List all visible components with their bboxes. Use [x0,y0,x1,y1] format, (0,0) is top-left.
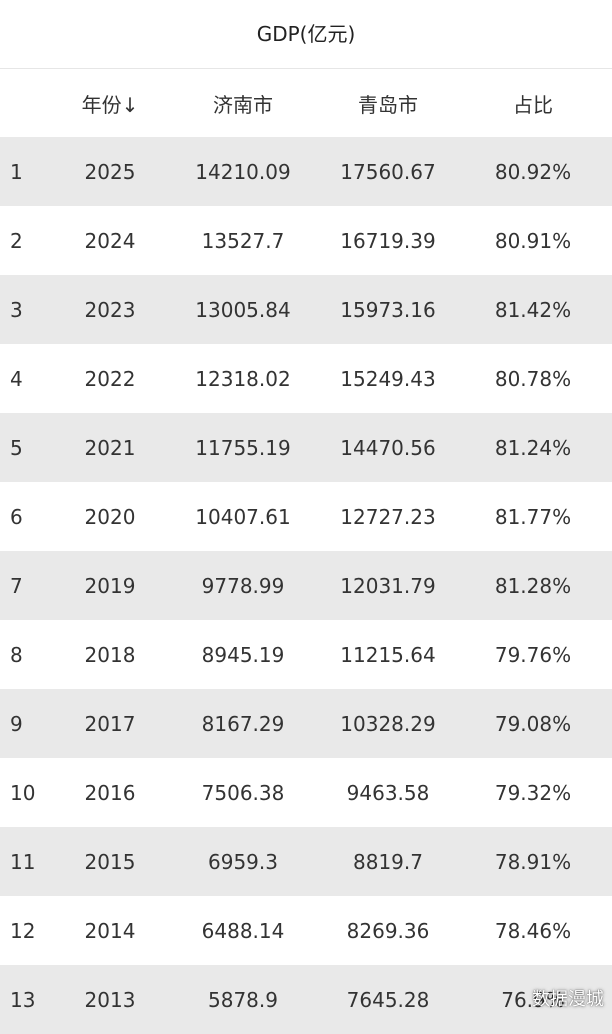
cell-qingdao: 8269.36 [346,918,430,943]
table-row: 13 2013 5878.9 7645.28 76.9% [0,965,612,1034]
table-header-row: 年份↓ 济南市 青岛市 占比 [0,69,612,137]
cell-index: 2 [10,228,23,253]
cell-year: 2022 [84,366,136,391]
cell-qingdao: 16719.39 [340,228,436,253]
cell-year: 2024 [84,228,136,253]
table-row: 9 2017 8167.29 10328.29 79.08% [0,689,612,758]
cell-index: 7 [10,573,23,598]
table-title: GDP(亿元) [0,0,612,69]
cell-jinan: 9778.99 [201,573,285,598]
cell-qingdao: 12031.79 [340,573,436,598]
cell-year: 2021 [84,435,136,460]
cell-ratio: 81.28% [494,573,572,598]
cell-jinan: 7506.38 [201,780,285,805]
cell-year: 2020 [84,504,136,529]
cell-ratio: 81.42% [494,297,572,322]
cell-jinan: 12318.02 [195,366,291,391]
cell-year: 2018 [84,642,136,667]
cell-year: 2015 [84,849,136,874]
cell-ratio: 79.76% [494,642,572,667]
cell-ratio: 80.91% [494,228,572,253]
cell-year: 2025 [84,159,136,184]
cell-index: 6 [10,504,23,529]
cell-year: 2013 [84,987,136,1012]
table-row: 4 2022 12318.02 15249.43 80.78% [0,344,612,413]
table-row: 12 2014 6488.14 8269.36 78.46% [0,896,612,965]
table-row: 3 2023 13005.84 15973.16 81.42% [0,275,612,344]
table-row: 6 2020 10407.61 12727.23 81.77% [0,482,612,551]
cell-qingdao: 15973.16 [340,297,436,322]
cell-qingdao: 8819.7 [353,849,423,874]
cell-index: 4 [10,366,23,391]
cell-jinan: 5878.9 [208,987,278,1012]
table-body: 1 2025 14210.09 17560.67 80.92% 2 2024 13527.7 1… [0,137,612,1034]
cell-index: 5 [10,435,23,460]
table-row: 8 2018 8945.19 11215.64 79.76% [0,620,612,689]
cell-qingdao: 12727.23 [340,504,436,529]
cell-qingdao: 10328.29 [340,711,436,736]
table-row: 5 2021 11755.19 14470.56 81.24% [0,413,612,482]
cell-year: 2023 [84,297,136,322]
table-row: 2 2024 13527.7 16719.39 80.91% [0,206,612,275]
cell-jinan: 6959.3 [208,849,278,874]
cell-jinan: 10407.61 [195,504,291,529]
cell-index: 12 [10,918,36,943]
table-row: 7 2019 9778.99 12031.79 81.28% [0,551,612,620]
cell-ratio: 80.78% [494,366,572,391]
cell-jinan: 8167.29 [201,711,285,736]
cell-jinan: 13527.7 [201,228,285,253]
cell-qingdao: 15249.43 [340,366,436,391]
cell-ratio: 81.77% [494,504,572,529]
header-jinan: 济南市 [213,92,273,117]
cell-ratio: 76.9% [501,987,565,1012]
cell-ratio: 78.46% [494,918,572,943]
header-year-sort[interactable]: 年份↓ [81,92,139,117]
cell-ratio: 79.08% [494,711,572,736]
cell-ratio: 78.91% [494,849,572,874]
cell-index: 1 [10,159,23,184]
cell-jinan: 8945.19 [201,642,285,667]
cell-qingdao: 9463.58 [346,780,430,805]
cell-index: 3 [10,297,23,322]
cell-index: 9 [10,711,23,736]
cell-jinan: 6488.14 [201,918,285,943]
table-row: 10 2016 7506.38 9463.58 79.32% [0,758,612,827]
cell-index: 8 [10,642,23,667]
cell-qingdao: 17560.67 [340,159,436,184]
gdp-table: 年份↓ 济南市 青岛市 占比 1 2025 14210.09 17560.67 80.9… [0,69,612,1034]
cell-jinan: 11755.19 [195,435,291,460]
header-ratio: 占比 [513,92,553,117]
watermark: 数据漫城 [532,989,604,1010]
cell-ratio: 81.24% [494,435,572,460]
table-row: 11 2015 6959.3 8819.7 78.91% [0,827,612,896]
cell-ratio: 80.92% [494,159,572,184]
cell-jinan: 13005.84 [195,297,291,322]
cell-year: 2016 [84,780,136,805]
table-row: 1 2025 14210.09 17560.67 80.92% [0,137,612,206]
cell-year: 2014 [84,918,136,943]
cell-year: 2019 [84,573,136,598]
cell-qingdao: 7645.28 [346,987,430,1012]
cell-index: 11 [10,849,36,874]
cell-ratio: 79.32% [494,780,572,805]
cell-jinan: 14210.09 [195,159,291,184]
cell-qingdao: 11215.64 [340,642,436,667]
header-qingdao: 青岛市 [358,92,418,117]
cell-index: 10 [10,780,36,805]
cell-year: 2017 [84,711,136,736]
cell-index: 13 [10,987,36,1012]
cell-qingdao: 14470.56 [340,435,436,460]
